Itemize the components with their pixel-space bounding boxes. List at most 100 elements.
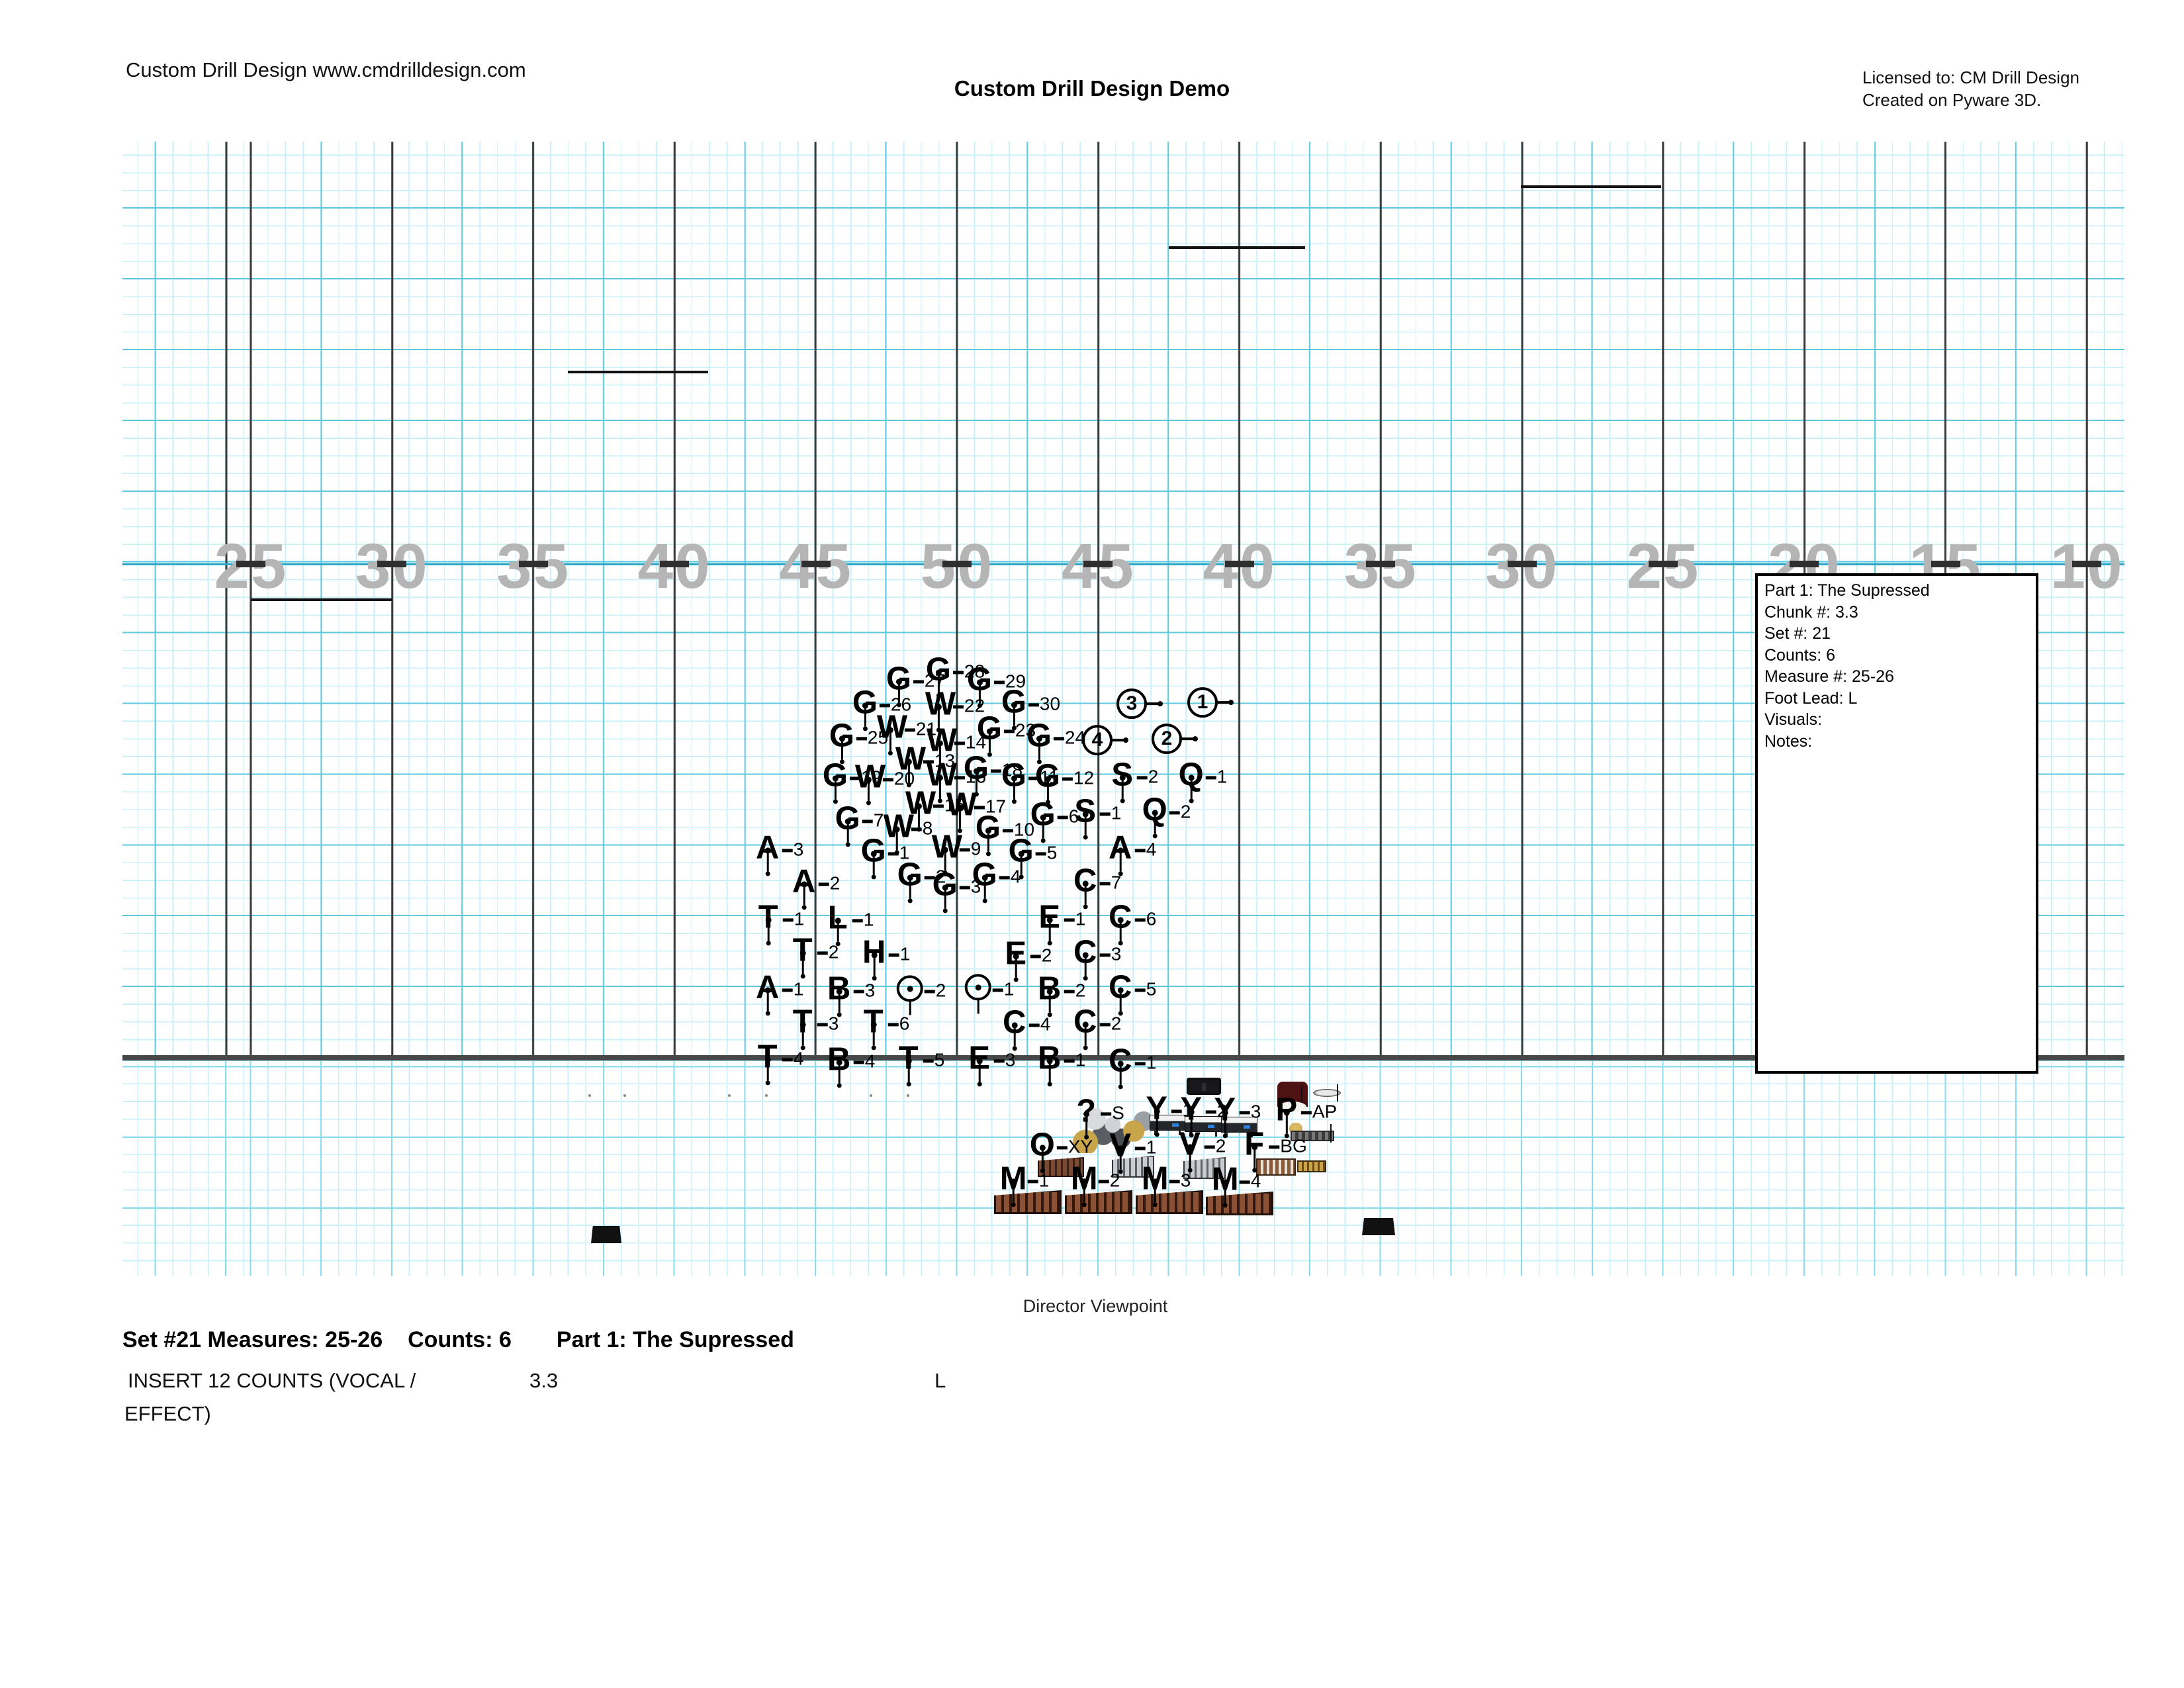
- drum-major-4[interactable]: 4: [1082, 725, 1128, 756]
- stem-dot: [1189, 1133, 1194, 1138]
- performer-OXY[interactable]: O XY: [1029, 1129, 1093, 1174]
- performer-symbol: G: [886, 663, 912, 708]
- front-sideline: [122, 1055, 2124, 1060]
- yard-line-hash: [1931, 561, 1960, 567]
- performer-symbol: M: [1142, 1162, 1169, 1207]
- stem-dot: [837, 1083, 842, 1088]
- performer-G19[interactable]: G 19: [822, 759, 882, 804]
- performer-number: 2: [1169, 802, 1191, 821]
- performer-G10[interactable]: G 10: [975, 812, 1034, 857]
- performer-number: 1: [1064, 910, 1086, 928]
- performer-G18[interactable]: G 18: [963, 752, 1023, 797]
- performer-number: 1: [1028, 1171, 1050, 1190]
- performer-P1[interactable]: 1: [964, 974, 1014, 1014]
- performer-G23[interactable]: G 23: [976, 712, 1036, 757]
- performer-G30[interactable]: G 30: [1001, 686, 1060, 731]
- path-segment: [1169, 246, 1305, 249]
- stem-dot: [801, 905, 807, 910]
- performer-G28[interactable]: G 28: [925, 653, 985, 698]
- performer-W22[interactable]: W 22: [925, 688, 985, 733]
- drum-major-2[interactable]: 2: [1152, 724, 1198, 755]
- performer-G25[interactable]: G 25: [829, 720, 888, 765]
- performer-FBG[interactable]: F BG: [1241, 1128, 1307, 1173]
- stem-dot: [1047, 941, 1052, 946]
- performer-W17[interactable]: W 17: [946, 788, 1006, 833]
- performer-PAP[interactable]: P AP: [1273, 1094, 1337, 1139]
- performer-G29[interactable]: G 29: [966, 663, 1026, 708]
- yard-line-hash: [518, 561, 548, 567]
- performer-number: 1: [852, 910, 874, 929]
- drum-major-3[interactable]: 3: [1116, 688, 1163, 720]
- performer-G26[interactable]: G 26: [852, 686, 911, 731]
- performer-symbol: W: [855, 761, 886, 806]
- stem-dot: [1011, 1202, 1016, 1207]
- performer-G24[interactable]: G 24: [1026, 720, 1085, 765]
- performer-number: 2: [1100, 1014, 1122, 1033]
- stem-dot: [1118, 1169, 1123, 1174]
- drum-major-1[interactable]: 1: [1187, 687, 1234, 718]
- performer-G27[interactable]: G 27: [886, 663, 945, 708]
- performer-G11[interactable]: G 11: [1001, 759, 1059, 804]
- stem-dot: [837, 1012, 842, 1017]
- stand-bar-2: [1337, 1084, 1338, 1102]
- marimba-1: [994, 1190, 1062, 1214]
- performer-number: 22: [953, 696, 985, 715]
- path-segment: [1521, 185, 1661, 188]
- performer-P2[interactable]: 2: [896, 975, 946, 1015]
- performer-?S[interactable]: ? S: [1073, 1095, 1124, 1140]
- performer-symbol: B: [826, 1043, 852, 1088]
- performer-W20[interactable]: W 20: [855, 761, 915, 806]
- performer-W16[interactable]: W 16: [927, 759, 986, 804]
- speaker-box: [1187, 1078, 1221, 1095]
- drum-major-circle: 2: [1152, 724, 1198, 755]
- set-summary-line: Set #21 Measures: 25-26 Counts: 6 Part 1: …: [122, 1327, 819, 1353]
- performer-G12[interactable]: G 12: [1034, 760, 1094, 805]
